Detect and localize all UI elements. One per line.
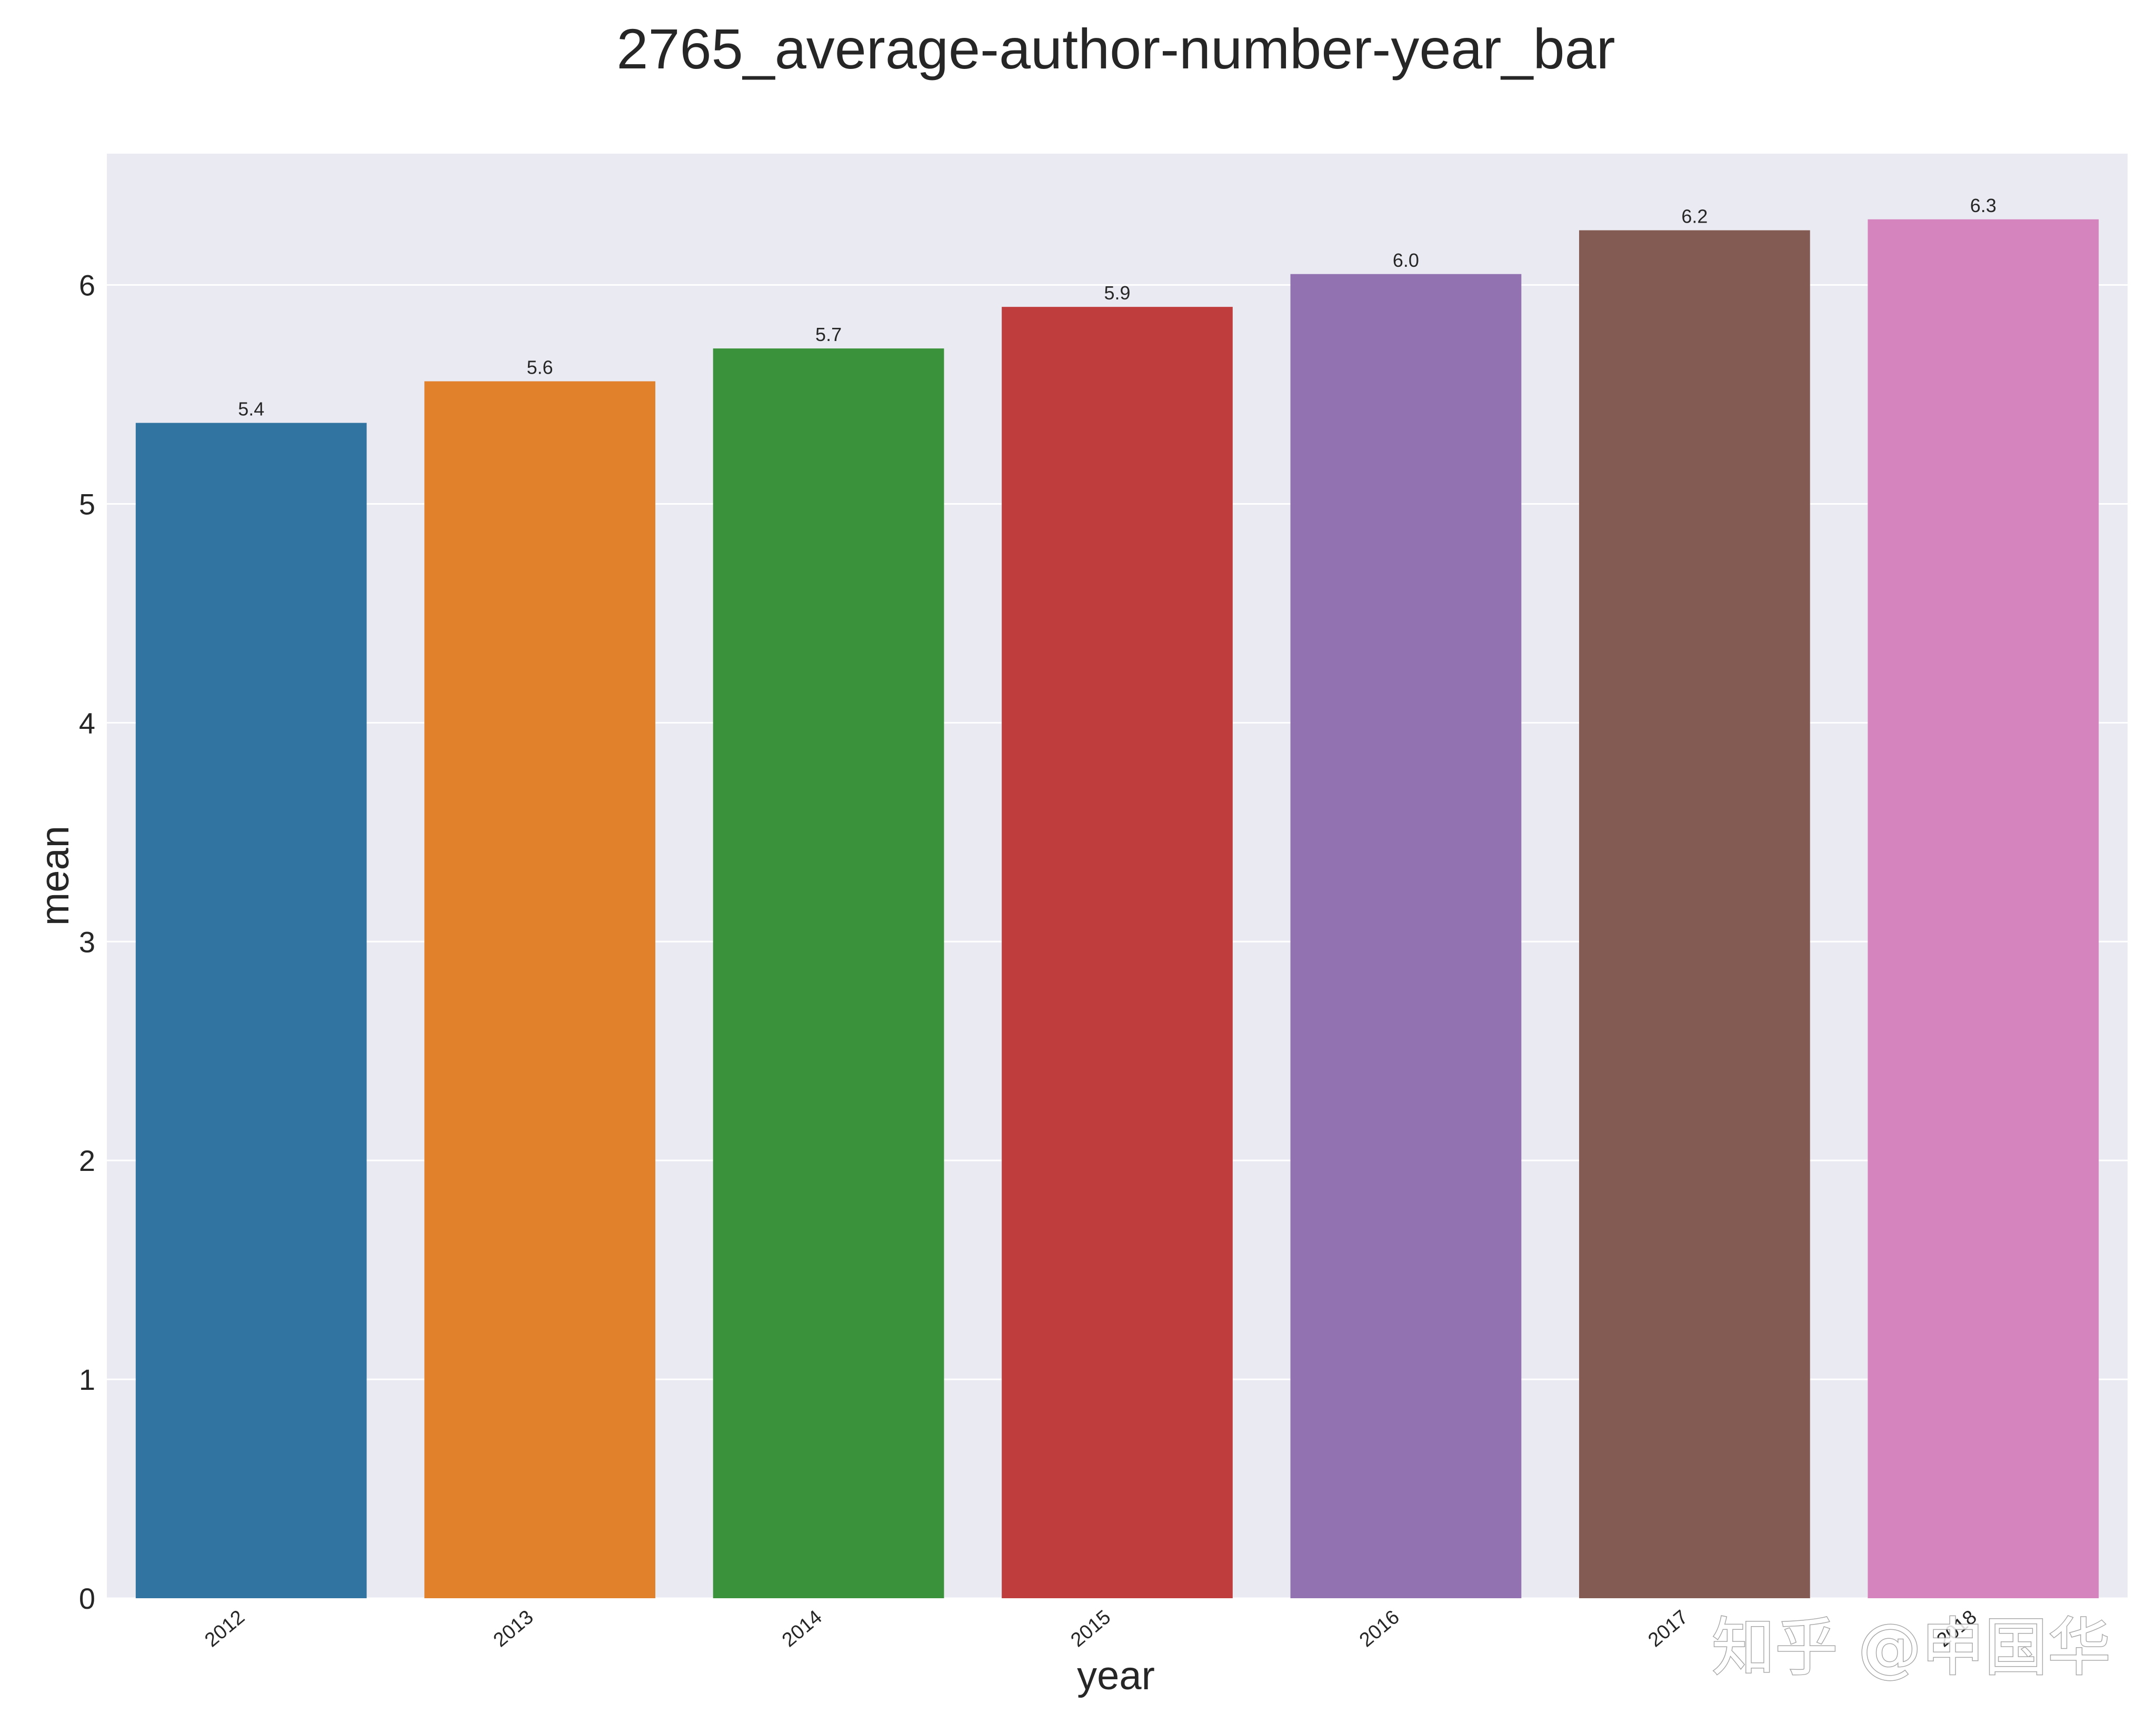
y-tick-label: 3 (79, 925, 95, 958)
bar (713, 348, 944, 1598)
y-axis-ticks: 0 1 2 3 4 5 6 (79, 269, 95, 1615)
bar-value-label: 5.6 (527, 357, 553, 378)
bar-value-label: 5.9 (1104, 282, 1130, 304)
bar-value-label: 5.7 (815, 324, 842, 345)
watermark: 知乎 @申国华 (1712, 1611, 2111, 1685)
bar (1868, 219, 2099, 1599)
x-tick-label: 2014 (778, 1606, 826, 1652)
y-tick-label: 6 (79, 269, 95, 302)
x-tick-label: 2017 (1644, 1606, 1692, 1652)
y-tick-label: 5 (79, 487, 95, 520)
bar (1579, 230, 1810, 1599)
x-tick-label: 2013 (490, 1606, 538, 1652)
bar-value-label: 6.3 (1970, 195, 1997, 216)
bar (1002, 307, 1233, 1599)
y-tick-label: 2 (79, 1144, 95, 1177)
y-tick-label: 4 (79, 706, 95, 739)
x-tick-label: 2016 (1355, 1606, 1404, 1652)
value-labels: 5.4 5.6 5.7 5.9 6.0 6.2 6.3 (238, 195, 1997, 420)
bar-value-label: 5.4 (238, 398, 264, 420)
y-axis-label: mean (33, 826, 77, 926)
bars (135, 219, 2099, 1599)
bar-value-label: 6.0 (1393, 249, 1419, 271)
bar-value-label: 6.2 (1681, 206, 1708, 227)
x-tick-label: 2015 (1067, 1606, 1115, 1652)
x-axis-label: year (1077, 1653, 1155, 1698)
x-tick-label: 2012 (201, 1606, 249, 1652)
bar (1290, 274, 1522, 1598)
y-tick-label: 1 (79, 1363, 95, 1396)
bar (135, 423, 367, 1599)
chart-title: 2765_average-author-number-year_bar (616, 17, 1615, 81)
y-tick-label: 0 (79, 1582, 95, 1615)
bar (424, 381, 656, 1599)
